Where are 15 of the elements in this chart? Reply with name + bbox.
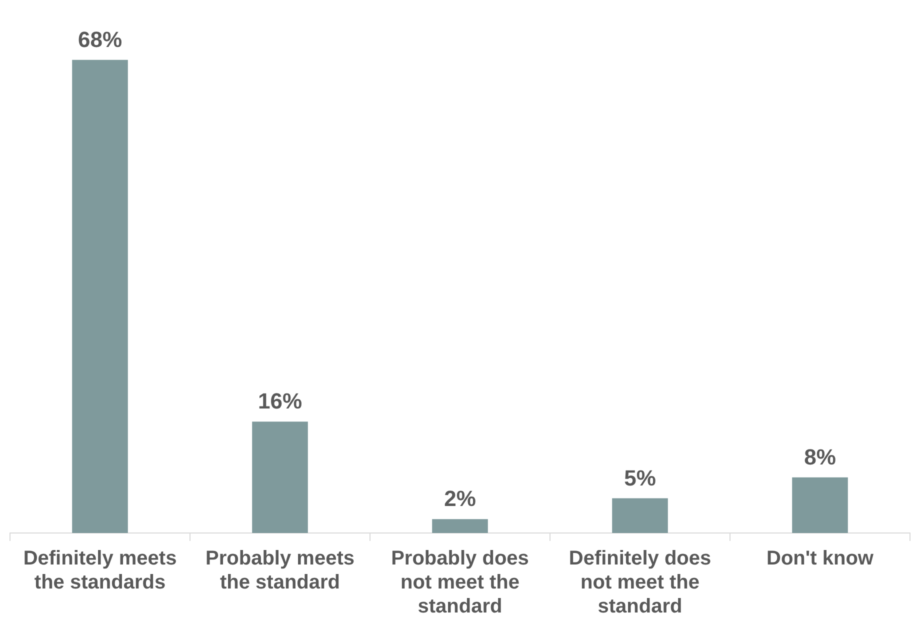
bar bbox=[72, 60, 128, 533]
data-label: 16% bbox=[258, 388, 302, 414]
data-label: 2% bbox=[444, 486, 476, 512]
x-tick-label: Probably meets the standard bbox=[206, 548, 354, 594]
bar bbox=[612, 498, 668, 533]
x-tick-label: Probably does not meet the standard bbox=[391, 548, 529, 618]
bar bbox=[792, 477, 848, 533]
x-tick-label: Definitely meets the standards bbox=[23, 548, 177, 594]
data-label: 8% bbox=[804, 444, 836, 470]
data-label: 68% bbox=[78, 26, 122, 52]
x-tick-label: Definitely does not meet the standard bbox=[568, 548, 712, 618]
data-label: 5% bbox=[624, 465, 656, 490]
x-tick-label: Don't know bbox=[766, 548, 874, 570]
bar bbox=[252, 422, 308, 533]
bar bbox=[432, 519, 488, 533]
